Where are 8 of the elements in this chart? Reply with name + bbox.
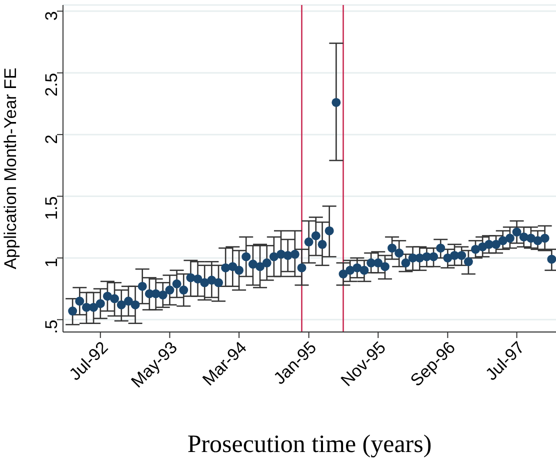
y-axis-title: Application Month-Year FE bbox=[1, 68, 20, 270]
x-axis-title: Prosecution time (years) bbox=[187, 431, 432, 458]
y-tick-label: 2.5 bbox=[42, 72, 62, 97]
y-tick-label: 1.5 bbox=[42, 196, 62, 220]
y-tick-label: 2 bbox=[42, 134, 62, 144]
y-tick-label: .5 bbox=[42, 320, 62, 334]
y-tick-label: 1 bbox=[42, 258, 62, 268]
y-tick-label: 3 bbox=[42, 11, 62, 21]
